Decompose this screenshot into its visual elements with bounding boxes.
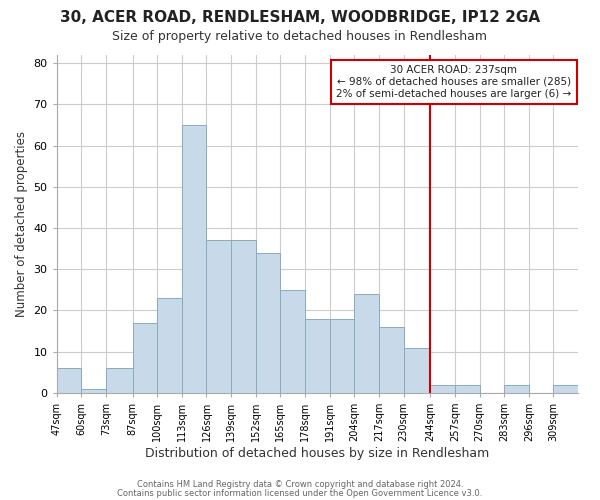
Bar <box>231 240 256 393</box>
Bar <box>305 318 330 393</box>
Bar <box>430 384 455 393</box>
Bar <box>133 323 157 393</box>
Text: 30, ACER ROAD, RENDLESHAM, WOODBRIDGE, IP12 2GA: 30, ACER ROAD, RENDLESHAM, WOODBRIDGE, I… <box>60 10 540 25</box>
Bar <box>455 384 479 393</box>
Text: Contains HM Land Registry data © Crown copyright and database right 2024.: Contains HM Land Registry data © Crown c… <box>137 480 463 489</box>
Bar <box>256 253 280 393</box>
Text: 30 ACER ROAD: 237sqm
← 98% of detached houses are smaller (285)
2% of semi-detac: 30 ACER ROAD: 237sqm ← 98% of detached h… <box>337 66 572 98</box>
Bar <box>206 240 231 393</box>
Text: Contains public sector information licensed under the Open Government Licence v3: Contains public sector information licen… <box>118 488 482 498</box>
Text: Size of property relative to detached houses in Rendlesham: Size of property relative to detached ho… <box>113 30 487 43</box>
Bar <box>379 327 404 393</box>
X-axis label: Distribution of detached houses by size in Rendlesham: Distribution of detached houses by size … <box>145 447 490 460</box>
Bar <box>82 389 106 393</box>
Bar <box>157 298 182 393</box>
Y-axis label: Number of detached properties: Number of detached properties <box>15 131 28 317</box>
Bar <box>330 318 355 393</box>
Bar <box>106 368 133 393</box>
Bar <box>182 125 206 393</box>
Bar <box>280 290 305 393</box>
Bar <box>504 384 529 393</box>
Bar <box>553 384 578 393</box>
Bar <box>57 368 82 393</box>
Bar <box>404 348 430 393</box>
Bar <box>355 294 379 393</box>
